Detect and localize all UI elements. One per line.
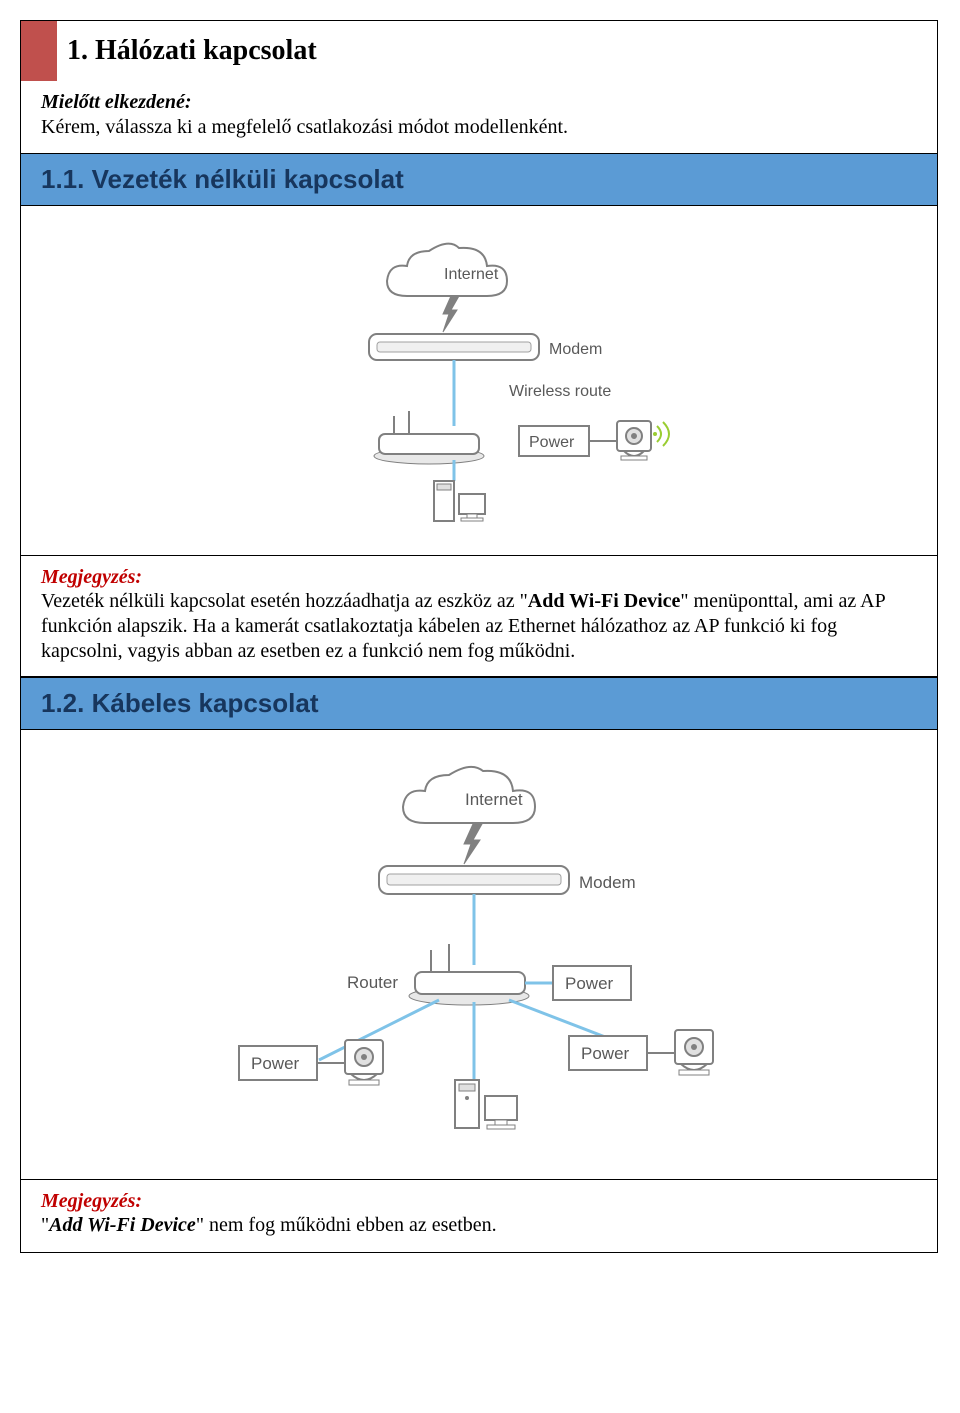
camera-icon-left [345, 1040, 383, 1085]
document-page: 1. Hálózati kapcsolat Mielőtt elkezdené:… [20, 20, 938, 1253]
note-bold: Add Wi-Fi Device [528, 590, 681, 612]
section-1-title-row: 1. Hálózati kapcsolat [21, 21, 937, 81]
power-box-right: Power [569, 1036, 675, 1070]
intro-title: Mielőtt elkezdené: [41, 91, 917, 114]
computer-icon [434, 481, 485, 521]
power-label: Power [529, 434, 575, 451]
note-body: Vezeték nélküli kapcsolat esetén hozzáad… [41, 589, 917, 664]
note-text-part1: Vezeték nélküli kapcsolat esetén hozzáad… [41, 590, 528, 612]
note-label: Megjegyzés: [41, 1190, 917, 1213]
note-quote-open: " [41, 1214, 49, 1236]
power-box: Power [519, 426, 617, 456]
router-label: Router [347, 973, 398, 992]
intro-block: Mielőtt elkezdené: Kérem, válassza ki a … [21, 81, 937, 153]
intro-body: Kérem, válassza ki a megfelelő csatlakoz… [41, 116, 917, 139]
note-1-1: Megjegyzés: Vezeték nélküli kapcsolat es… [21, 556, 937, 677]
wireless-router-icon [374, 411, 484, 464]
camera-icon [617, 421, 669, 460]
modem-icon: Modem [379, 866, 636, 894]
computer-icon [455, 1080, 517, 1129]
red-accent-bar [21, 21, 57, 81]
modem-icon: Modem [369, 334, 602, 360]
note-1-2: Megjegyzés: "Add Wi-Fi Device" nem fog m… [21, 1180, 937, 1252]
power-label: Power [581, 1044, 630, 1063]
note-label: Megjegyzés: [41, 566, 917, 589]
router-icon: Router [347, 944, 529, 1005]
wired-diagram-cell: Internet Modem Router [21, 730, 937, 1180]
camera-icon-right [675, 1030, 713, 1075]
modem-label: Modem [579, 873, 636, 892]
internet-label: Internet [465, 790, 523, 809]
section-1-title: 1. Hálózati kapcsolat [57, 21, 331, 81]
note-body: "Add Wi-Fi Device" nem fog működni ebben… [41, 1213, 917, 1238]
note-quote-close-and-text: " nem fog működni ebben az esetben. [196, 1214, 497, 1236]
power-box-left: Power [239, 1046, 345, 1080]
modem-label: Modem [549, 341, 602, 358]
wireless-network-diagram: Internet Modem Wireless route [229, 216, 729, 536]
note-bold: Add Wi-Fi Device [49, 1214, 196, 1236]
power-label: Power [251, 1054, 300, 1073]
subsection-1-1-header: 1.1. Vezeték nélküli kapcsolat [21, 153, 937, 206]
power-label: Power [565, 974, 614, 993]
power-box-router: Power [525, 966, 631, 1000]
wireless-diagram-cell: Internet Modem Wireless route [21, 206, 937, 556]
wireless-route-label: Wireless route [509, 383, 611, 400]
internet-cloud-icon: Internet [387, 244, 507, 332]
wired-network-diagram: Internet Modem Router [169, 740, 789, 1160]
internet-cloud-icon: Internet [403, 767, 535, 864]
internet-label: Internet [444, 266, 499, 283]
subsection-1-2-header: 1.2. Kábeles kapcsolat [21, 677, 937, 730]
